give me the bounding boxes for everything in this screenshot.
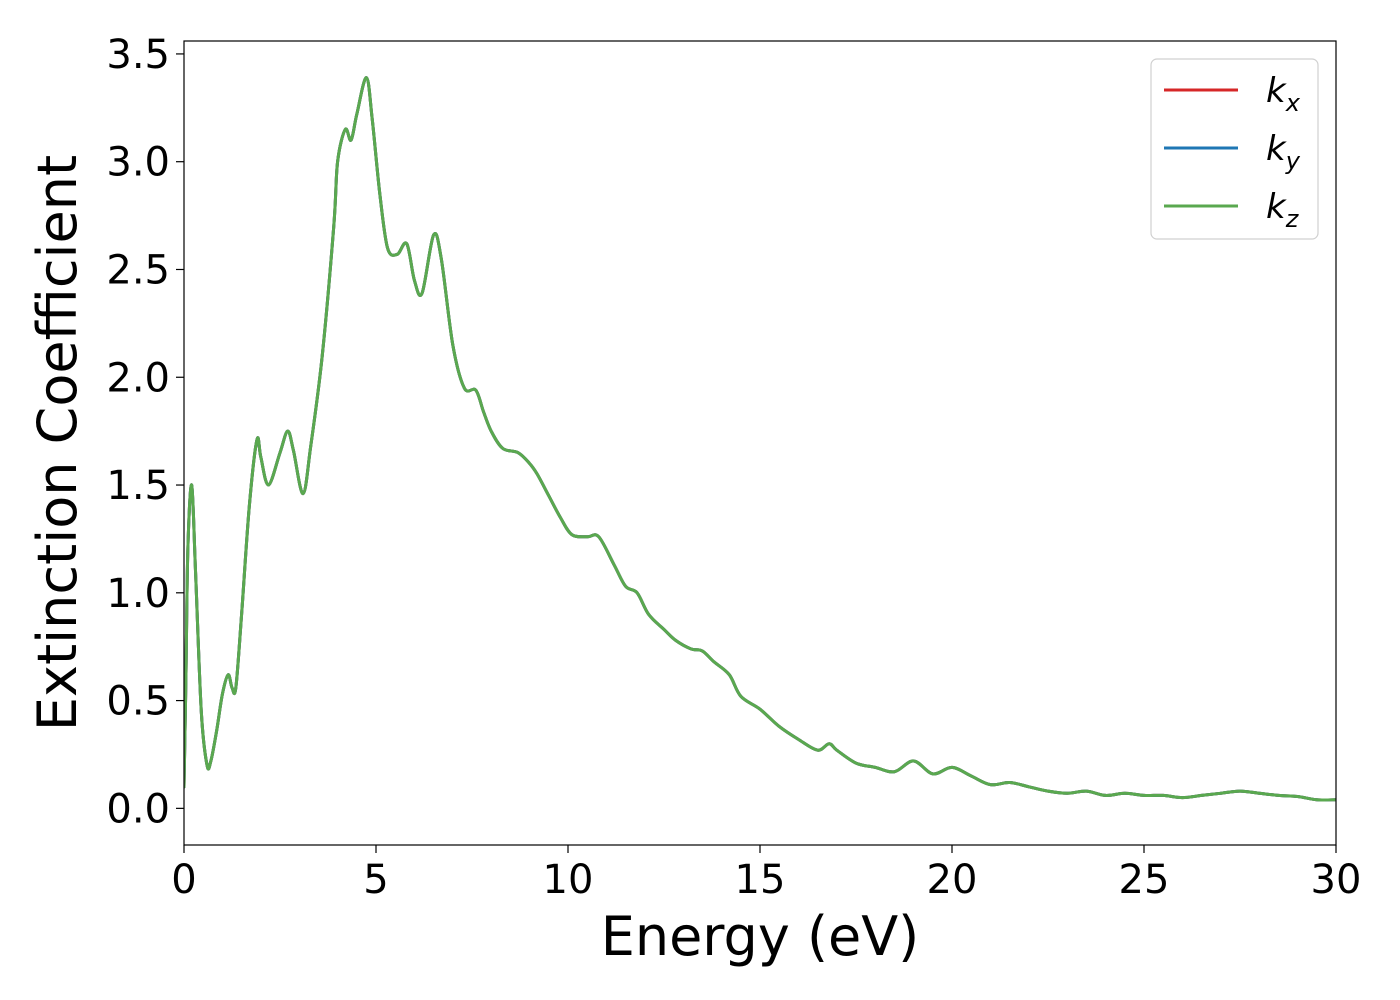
y-tick-label: 3.0 bbox=[106, 140, 170, 186]
x-tick-label: 15 bbox=[735, 857, 786, 903]
y-tick-label: 0.0 bbox=[106, 786, 170, 832]
legend-entry: kz bbox=[1266, 187, 1300, 233]
x-axis-label: Energy (eV) bbox=[601, 905, 920, 968]
y-axis-label: Extinction Coefficient bbox=[26, 155, 89, 731]
y-tick-label: 2.0 bbox=[106, 355, 170, 401]
x-tick-label: 20 bbox=[927, 857, 978, 903]
y-tick-label: 3.5 bbox=[106, 32, 170, 78]
x-tick-label: 25 bbox=[1119, 857, 1170, 903]
legend-entry: ky bbox=[1266, 129, 1301, 175]
y-tick-label: 0.5 bbox=[106, 679, 170, 725]
x-tick-label: 30 bbox=[1311, 857, 1362, 903]
legend: kx ky kz bbox=[1150, 58, 1319, 240]
series-line-kz bbox=[184, 76, 1336, 802]
y-tick-label: 1.0 bbox=[106, 571, 170, 617]
x-tick-label: 0 bbox=[171, 857, 196, 903]
y-tick-label: 1.5 bbox=[106, 463, 170, 509]
x-tick-label: 5 bbox=[363, 857, 388, 903]
legend-entry: kx bbox=[1266, 71, 1301, 117]
x-tick-label: 10 bbox=[543, 857, 594, 903]
y-tick-label: 2.5 bbox=[106, 247, 170, 293]
